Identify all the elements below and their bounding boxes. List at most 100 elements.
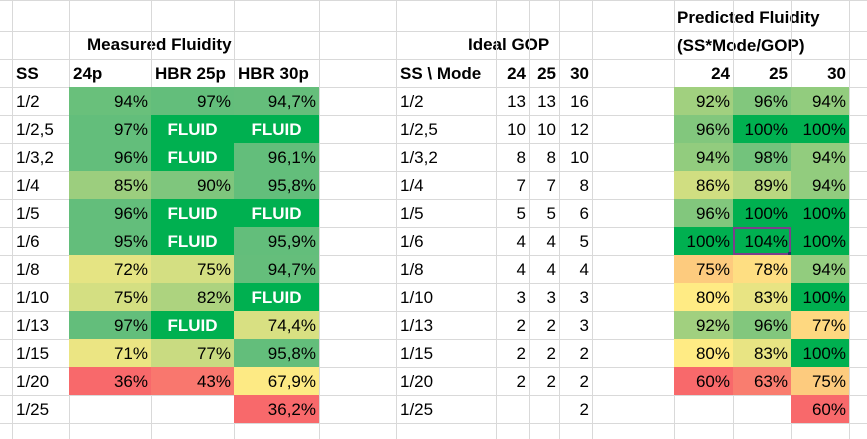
gop-value-cell[interactable]: 8 — [546, 147, 556, 167]
gop-value-cell[interactable]: 7 — [516, 175, 526, 195]
header-pred-24[interactable]: 24 — [711, 63, 730, 83]
ss-cell[interactable]: 1/2 — [16, 91, 40, 111]
gop-value-cell[interactable]: 16 — [570, 91, 589, 111]
predicted-value-cell[interactable]: 94% — [791, 171, 849, 199]
gop-ss-cell[interactable]: 1/3,2 — [400, 147, 438, 167]
measured-fluid-cell[interactable]: FLUID — [151, 311, 234, 339]
gop-ss-cell[interactable]: 1/8 — [400, 259, 424, 279]
gop-value-cell[interactable]: 3 — [546, 287, 556, 307]
measured-fluid-cell[interactable]: FLUID — [234, 199, 319, 227]
predicted-value-cell[interactable]: 75% — [791, 367, 849, 395]
predicted-value-cell[interactable]: 98% — [733, 143, 791, 171]
predicted-value-cell[interactable]: 83% — [733, 283, 791, 311]
gop-value-cell[interactable]: 8 — [516, 147, 526, 167]
measured-value-cell[interactable]: 95,9% — [234, 227, 319, 255]
measured-value-cell[interactable]: 96,1% — [234, 143, 319, 171]
predicted-value-cell[interactable]: 89% — [733, 171, 791, 199]
gop-value-cell[interactable]: 3 — [579, 315, 589, 335]
gop-ss-cell[interactable]: 1/25 — [400, 399, 434, 419]
predicted-value-cell[interactable]: 92% — [674, 311, 733, 339]
predicted-value-cell[interactable]: 83% — [733, 339, 791, 367]
measured-value-cell[interactable]: 85% — [69, 171, 151, 199]
gop-value-cell[interactable]: 2 — [516, 315, 526, 335]
header-hbr-25p[interactable]: HBR 25p — [155, 63, 226, 83]
gop-ss-cell[interactable]: 1/10 — [400, 287, 434, 307]
predicted-value-cell[interactable]: 60% — [791, 395, 849, 423]
measured-value-cell[interactable]: 77% — [151, 339, 234, 367]
gop-value-cell[interactable]: 13 — [537, 91, 556, 111]
ss-cell[interactable]: 1/13 — [16, 315, 50, 335]
header-hbr-30p[interactable]: HBR 30p — [238, 63, 309, 83]
measured-value-cell[interactable]: 75% — [69, 283, 151, 311]
gop-value-cell[interactable] — [496, 395, 529, 423]
measured-value-cell[interactable]: 94% — [69, 87, 151, 115]
gop-value-cell[interactable]: 3 — [516, 287, 526, 307]
predicted-value-cell[interactable]: 100% — [674, 227, 733, 255]
gop-value-cell[interactable]: 4 — [516, 231, 526, 251]
predicted-value-cell[interactable]: 96% — [733, 87, 791, 115]
header-gop-30[interactable]: 30 — [570, 63, 589, 83]
gop-value-cell[interactable]: 10 — [570, 147, 589, 167]
measured-value-cell[interactable]: 82% — [151, 283, 234, 311]
ss-cell[interactable]: 1/25 — [16, 399, 50, 419]
gop-value-cell[interactable]: 6 — [579, 203, 589, 223]
measured-fluid-cell[interactable]: FLUID — [151, 143, 234, 171]
predicted-value-cell[interactable]: 96% — [674, 115, 733, 143]
gop-value-cell[interactable]: 12 — [570, 119, 589, 139]
measured-value-cell[interactable]: 67,9% — [234, 367, 319, 395]
gop-value-cell[interactable]: 13 — [507, 91, 526, 111]
predicted-value-cell[interactable]: 94% — [791, 255, 849, 283]
gop-value-cell[interactable]: 10 — [507, 119, 526, 139]
gop-value-cell[interactable]: 2 — [579, 399, 589, 419]
predicted-value-cell[interactable]: 78% — [733, 255, 791, 283]
selected-cell[interactable]: 104% — [733, 227, 791, 255]
measured-fluid-cell[interactable]: FLUID — [151, 199, 234, 227]
predicted-value-cell[interactable]: 94% — [791, 143, 849, 171]
measured-value-cell[interactable]: 75% — [151, 255, 234, 283]
gop-value-cell[interactable]: 2 — [546, 343, 556, 363]
predicted-value-cell[interactable]: 100% — [733, 199, 791, 227]
gop-value-cell[interactable]: 8 — [579, 175, 589, 195]
gop-value-cell[interactable]: 10 — [537, 119, 556, 139]
measured-value-cell[interactable]: 95,8% — [234, 339, 319, 367]
header-24p[interactable]: 24p — [73, 63, 103, 83]
gop-ss-cell[interactable]: 1/15 — [400, 343, 434, 363]
ss-cell[interactable]: 1/15 — [16, 343, 50, 363]
gop-ss-cell[interactable]: 1/4 — [400, 175, 424, 195]
gop-value-cell[interactable]: 2 — [579, 343, 589, 363]
gop-ss-cell[interactable]: 1/20 — [400, 371, 434, 391]
predicted-value-cell[interactable]: 63% — [733, 367, 791, 395]
gop-value-cell[interactable]: 5 — [579, 231, 589, 251]
predicted-value-cell[interactable] — [674, 395, 733, 423]
gop-value-cell[interactable]: 4 — [546, 231, 556, 251]
ss-cell[interactable]: 1/4 — [16, 175, 40, 195]
predicted-value-cell[interactable] — [733, 395, 791, 423]
measured-value-cell[interactable]: 94,7% — [234, 87, 319, 115]
ss-cell[interactable]: 1/10 — [16, 287, 50, 307]
predicted-value-cell[interactable]: 75% — [674, 255, 733, 283]
gop-value-cell[interactable]: 5 — [546, 203, 556, 223]
header-gop-24[interactable]: 24 — [507, 63, 526, 83]
measured-value-cell[interactable]: 95,8% — [234, 171, 319, 199]
gop-ss-cell[interactable]: 1/5 — [400, 203, 424, 223]
predicted-value-cell[interactable]: 86% — [674, 171, 733, 199]
predicted-value-cell[interactable]: 100% — [791, 115, 849, 143]
measured-value-cell[interactable] — [69, 395, 151, 423]
measured-fluid-cell[interactable]: FLUID — [151, 227, 234, 255]
gop-value-cell[interactable]: 4 — [546, 259, 556, 279]
ss-cell[interactable]: 1/6 — [16, 231, 40, 251]
gop-value-cell[interactable]: 2 — [516, 343, 526, 363]
measured-value-cell[interactable]: 97% — [151, 87, 234, 115]
measured-value-cell[interactable]: 90% — [151, 171, 234, 199]
header-gop-25[interactable]: 25 — [537, 63, 556, 83]
gop-value-cell[interactable]: 4 — [516, 259, 526, 279]
ss-cell[interactable]: 1/5 — [16, 203, 40, 223]
gop-value-cell[interactable] — [529, 395, 559, 423]
predicted-value-cell[interactable]: 96% — [733, 311, 791, 339]
header-ss-mode[interactable]: SS \ Mode — [400, 63, 482, 83]
gop-value-cell[interactable]: 3 — [579, 287, 589, 307]
predicted-value-cell[interactable]: 100% — [733, 115, 791, 143]
measured-value-cell[interactable]: 96% — [69, 143, 151, 171]
gop-value-cell[interactable]: 7 — [546, 175, 556, 195]
